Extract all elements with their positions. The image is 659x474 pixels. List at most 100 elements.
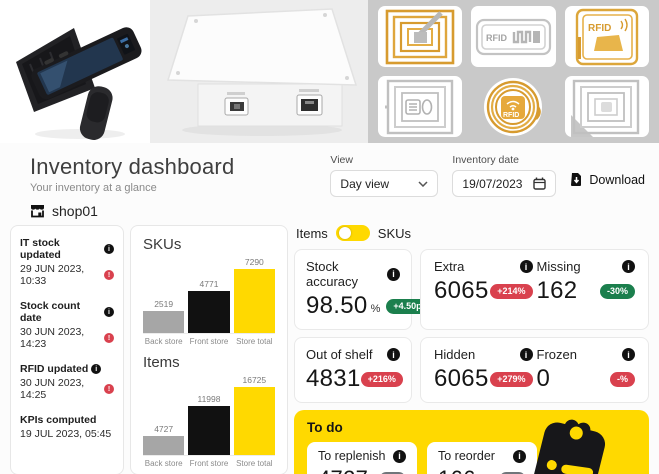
bar-label: Front store bbox=[189, 337, 229, 346]
skus-chart-title: SKUs bbox=[143, 236, 182, 253]
kpi-hidden: Hidden i 6065 +279% bbox=[432, 347, 535, 393]
bar-back-store: 2519 bbox=[143, 299, 185, 333]
page-subtitle: Your inventory at a glance bbox=[30, 182, 157, 194]
kpi-label: Out of shelf bbox=[306, 347, 373, 362]
items-chart-labels: Back store Front store Store total bbox=[143, 456, 275, 468]
kpi-badge: +214% bbox=[490, 283, 533, 299]
todo-title: To do bbox=[307, 420, 343, 435]
todo-to-replenish: To replenish i 4727 0% bbox=[307, 442, 417, 474]
svg-text:RFID: RFID bbox=[503, 112, 519, 119]
skus-bar-chart: 2519 4771 7290 bbox=[143, 255, 275, 334]
kpi-badge: +216% bbox=[360, 371, 403, 387]
download-icon bbox=[571, 173, 582, 186]
chevron-down-icon bbox=[418, 180, 428, 187]
rfid-tag-gold-round: RFID bbox=[471, 76, 555, 137]
inventory-date-value: 19/07/2023 bbox=[462, 176, 523, 191]
info-icon[interactable]: i bbox=[622, 260, 635, 273]
kpi-label: To replenish bbox=[318, 449, 386, 463]
rfid-tag-silver-rect: RFID bbox=[471, 6, 556, 67]
kpi-stock-accuracy: Stock accuracy i 98.50 % +4.50pp bbox=[294, 249, 435, 330]
store-icon bbox=[31, 205, 44, 218]
kpi-row-1: Stock accuracy i 98.50 % +4.50pp Extra i bbox=[294, 249, 649, 330]
bar-label: Store total bbox=[236, 337, 273, 346]
bar-back-store: 4727 bbox=[143, 424, 185, 455]
stat-it-stock-updated: IT stock updated i 29 JUN 2023, 10:33! bbox=[20, 237, 114, 287]
kpi-badge: 0% bbox=[378, 471, 406, 474]
view-control: View Day view bbox=[330, 154, 439, 197]
kpi-badge: +279% bbox=[490, 371, 533, 387]
dashboard-header: Inventory dashboard Your inventory at a … bbox=[0, 143, 659, 197]
rfid-panel-reader-photo bbox=[150, 0, 368, 143]
download-label: Download bbox=[589, 172, 645, 187]
info-icon[interactable]: i bbox=[387, 267, 400, 281]
rfid-handheld-reader-image bbox=[16, 27, 142, 140]
page-title: Inventory dashboard bbox=[30, 154, 235, 179]
calendar-icon bbox=[533, 177, 547, 190]
items-skus-toggle-row: Items SKUs bbox=[294, 225, 649, 249]
kpi-extra: Extra i 6065 +214% bbox=[432, 259, 535, 320]
items-skus-toggle[interactable] bbox=[335, 225, 370, 241]
view-select-value: Day view bbox=[340, 176, 390, 191]
bar-label: Back store bbox=[144, 459, 183, 468]
info-icon[interactable]: i bbox=[387, 348, 400, 361]
kpi-label: Extra bbox=[434, 259, 465, 274]
kpi-panel: Items SKUs Stock accuracy i 98.50 % +4.5… bbox=[294, 225, 651, 474]
info-icon[interactable]: i bbox=[519, 348, 533, 361]
store-status-card: IT stock updated i 29 JUN 2023, 10:33! St… bbox=[10, 225, 124, 474]
items-chart-title: Items bbox=[143, 354, 180, 371]
info-icon[interactable]: i bbox=[91, 364, 102, 374]
kpi-badge: -% bbox=[610, 371, 635, 387]
todo-card: To do To replenish i 4727 0% To reorder bbox=[294, 410, 649, 474]
kpi-label: Hidden bbox=[434, 347, 476, 362]
clipboard-icon bbox=[517, 412, 621, 474]
kpi-missing: Missing i 162 -30% bbox=[535, 259, 638, 320]
rfid-tag-gold-square: RFID bbox=[564, 6, 649, 67]
alert-icon[interactable]: ! bbox=[104, 384, 114, 394]
info-icon[interactable]: i bbox=[104, 307, 114, 317]
kpi-extra-missing-card: Extra i 6065 +214% Missing i 162 bbox=[420, 249, 649, 330]
rfid-handheld-reader-photo bbox=[0, 0, 150, 143]
toggle-knob bbox=[338, 227, 351, 239]
kpi-label: Stock accuracy bbox=[306, 259, 359, 289]
main-content: IT stock updated i 29 JUN 2023, 10:33! St… bbox=[0, 223, 659, 474]
bar-store-total: 7290 bbox=[233, 257, 275, 333]
bar-front-store: 11998 bbox=[188, 394, 230, 455]
stat-value: 30 JUN 2023, 14:23 bbox=[20, 326, 85, 350]
shop-selector[interactable]: shop01 bbox=[0, 197, 659, 223]
stat-value: 29 JUN 2023, 10:33 bbox=[20, 263, 85, 287]
view-select[interactable]: Day view bbox=[330, 170, 439, 197]
info-icon[interactable]: i bbox=[519, 260, 533, 273]
inventory-date-input[interactable]: 19/07/2023 bbox=[452, 170, 557, 197]
view-label: View bbox=[330, 154, 353, 166]
stat-label: IT stock updated bbox=[20, 237, 61, 261]
info-icon[interactable]: i bbox=[393, 449, 406, 463]
title-block: Inventory dashboard Your inventory at a … bbox=[30, 154, 234, 194]
stat-stock-count-date: Stock count date i 30 JUN 2023, 14:23! bbox=[20, 300, 114, 350]
kpi-value: 162 bbox=[536, 277, 578, 304]
header-controls: View Day view Inventory date 19/07/2023 bbox=[330, 154, 645, 197]
kpi-out-of-shelf: Out of shelf i 4831 +216% bbox=[294, 337, 412, 403]
kpi-label: To reorder bbox=[438, 449, 495, 463]
kpi-value: 6065 bbox=[434, 277, 489, 304]
kpi-badge: -30% bbox=[599, 283, 635, 299]
kpi-value: 6065 bbox=[434, 365, 489, 392]
kpi-label: Frozen bbox=[536, 347, 577, 362]
info-icon[interactable]: i bbox=[104, 244, 114, 254]
kpi-value: 166 bbox=[438, 466, 476, 474]
alert-icon[interactable]: ! bbox=[104, 333, 114, 343]
alert-icon[interactable]: ! bbox=[104, 270, 114, 280]
kpi-value: 4727 bbox=[318, 466, 368, 474]
rfid-tag-silver-coil bbox=[564, 76, 649, 137]
stat-label: RFID updated bbox=[20, 363, 89, 375]
info-icon[interactable]: i bbox=[622, 348, 635, 361]
stat-label: KPIs computed bbox=[20, 414, 97, 426]
bar-store-total: 16725 bbox=[233, 375, 275, 455]
info-icon[interactable]: i bbox=[513, 449, 526, 463]
stat-kpis-computed: KPIs computed 19 JUL 2023, 05:45 bbox=[20, 414, 114, 440]
kpi-label: Missing bbox=[536, 259, 581, 274]
download-button[interactable]: Download bbox=[570, 172, 645, 187]
toggle-right-label: SKUs bbox=[377, 225, 412, 241]
svg-text:RFID: RFID bbox=[486, 33, 507, 43]
kpi-value: 4831 bbox=[306, 365, 361, 392]
kpi-value: 98.50 bbox=[306, 292, 368, 319]
